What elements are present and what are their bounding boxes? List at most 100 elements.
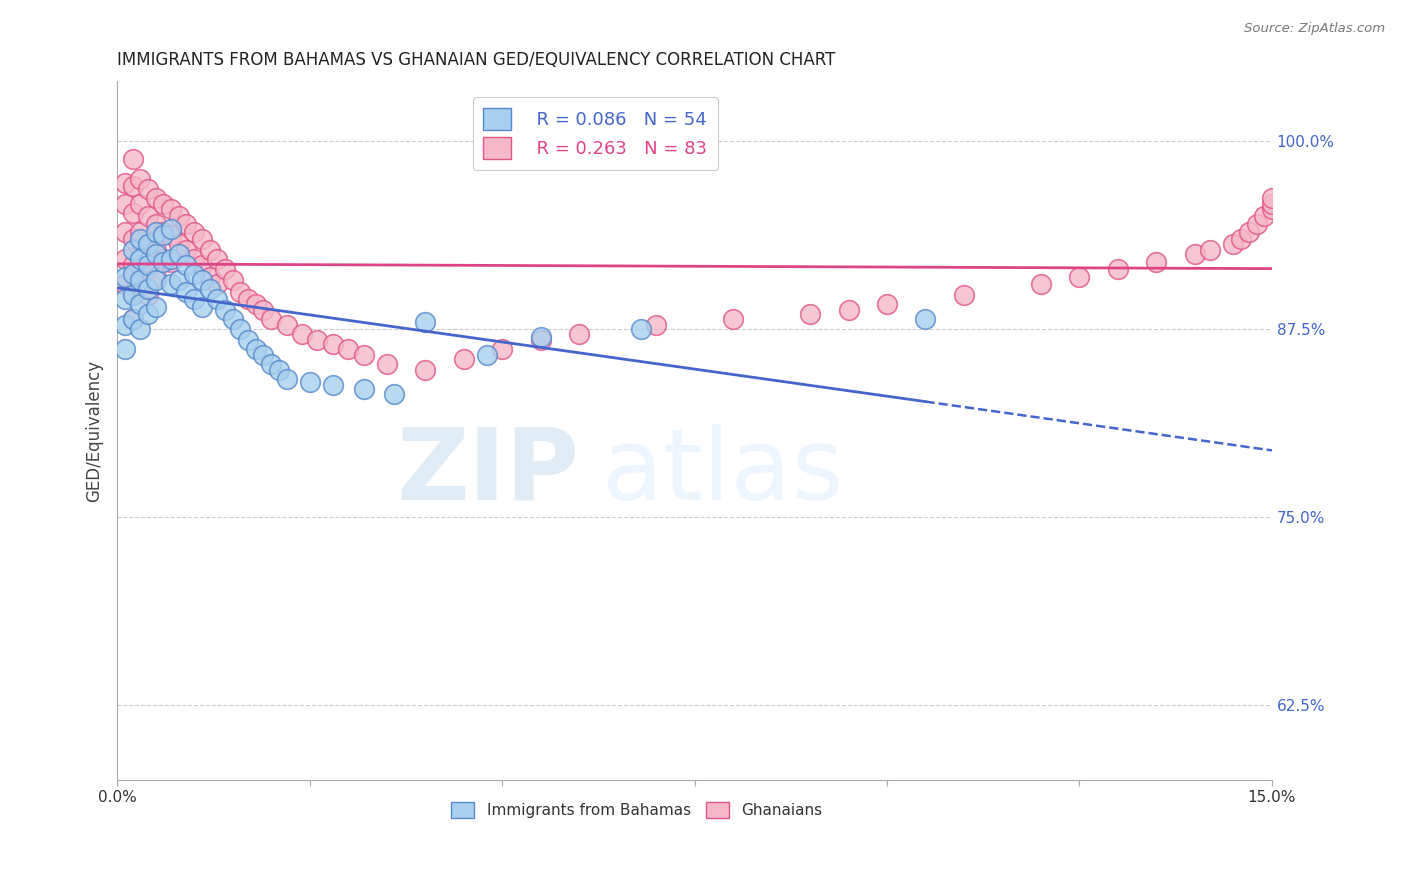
Point: [382, 386, 405, 401]
Point: [145, 217, 167, 231]
Point: [876, 296, 898, 310]
Point: [529, 333, 551, 347]
Point: [160, 252, 183, 266]
Point: [1199, 243, 1222, 257]
Point: [953, 287, 976, 301]
Point: [837, 302, 859, 317]
Point: [167, 272, 190, 286]
Point: [914, 311, 936, 326]
Point: [145, 192, 167, 206]
Point: [167, 247, 190, 261]
Point: [721, 311, 744, 326]
Point: [121, 206, 143, 220]
Point: [568, 326, 591, 341]
Point: [114, 342, 136, 356]
Point: [1253, 210, 1275, 224]
Point: [136, 236, 159, 251]
Text: IMMIGRANTS FROM BAHAMAS VS GHANAIAN GED/EQUIVALENCY CORRELATION CHART: IMMIGRANTS FROM BAHAMAS VS GHANAIAN GED/…: [117, 51, 835, 69]
Point: [491, 342, 513, 356]
Point: [267, 362, 290, 376]
Point: [214, 262, 236, 277]
Point: [121, 267, 143, 281]
Point: [276, 372, 298, 386]
Legend: Immigrants from Bahamas, Ghanaians: Immigrants from Bahamas, Ghanaians: [446, 797, 828, 824]
Point: [114, 292, 136, 306]
Point: [129, 322, 152, 336]
Point: [1261, 197, 1284, 211]
Point: [114, 269, 136, 284]
Point: [191, 232, 214, 246]
Point: [160, 221, 183, 235]
Point: [298, 375, 321, 389]
Point: [799, 307, 821, 321]
Point: [260, 311, 283, 326]
Point: [176, 285, 198, 299]
Point: [152, 252, 174, 266]
Point: [160, 277, 183, 291]
Point: [114, 252, 136, 266]
Point: [145, 243, 167, 257]
Point: [129, 252, 152, 266]
Point: [129, 232, 152, 246]
Point: [136, 258, 159, 272]
Point: [1184, 247, 1206, 261]
Point: [252, 348, 274, 362]
Point: [229, 285, 252, 299]
Point: [1144, 254, 1167, 268]
Point: [191, 258, 214, 272]
Point: [145, 272, 167, 286]
Text: atlas: atlas: [602, 424, 844, 521]
Point: [152, 254, 174, 268]
Y-axis label: GED/Equivalency: GED/Equivalency: [86, 359, 103, 501]
Point: [1069, 269, 1091, 284]
Point: [152, 225, 174, 239]
Point: [136, 236, 159, 251]
Point: [160, 254, 183, 268]
Point: [121, 311, 143, 326]
Point: [129, 172, 152, 186]
Point: [136, 182, 159, 196]
Point: [453, 352, 475, 367]
Point: [207, 292, 229, 306]
Point: [176, 217, 198, 231]
Point: [136, 287, 159, 301]
Point: [198, 269, 221, 284]
Point: [121, 243, 143, 257]
Point: [1261, 192, 1284, 206]
Point: [136, 307, 159, 321]
Point: [1246, 217, 1268, 231]
Point: [1261, 202, 1284, 216]
Point: [1222, 236, 1244, 251]
Point: [245, 296, 267, 310]
Point: [129, 197, 152, 211]
Point: [145, 247, 167, 261]
Point: [152, 197, 174, 211]
Point: [1230, 232, 1253, 246]
Point: [337, 342, 360, 356]
Point: [136, 282, 159, 296]
Point: [322, 337, 344, 351]
Point: [121, 285, 143, 299]
Point: [114, 277, 136, 291]
Point: [160, 227, 183, 242]
Point: [529, 329, 551, 343]
Point: [129, 225, 152, 239]
Point: [114, 225, 136, 239]
Point: [291, 326, 314, 341]
Point: [260, 357, 283, 371]
Point: [221, 311, 243, 326]
Point: [114, 177, 136, 191]
Point: [1107, 262, 1129, 277]
Point: [214, 302, 236, 317]
Point: [145, 225, 167, 239]
Point: [183, 267, 205, 281]
Point: [1029, 277, 1052, 291]
Point: [207, 277, 229, 291]
Point: [145, 269, 167, 284]
Point: [207, 252, 229, 266]
Point: [129, 252, 152, 266]
Point: [114, 197, 136, 211]
Point: [176, 258, 198, 272]
Point: [322, 377, 344, 392]
Point: [183, 252, 205, 266]
